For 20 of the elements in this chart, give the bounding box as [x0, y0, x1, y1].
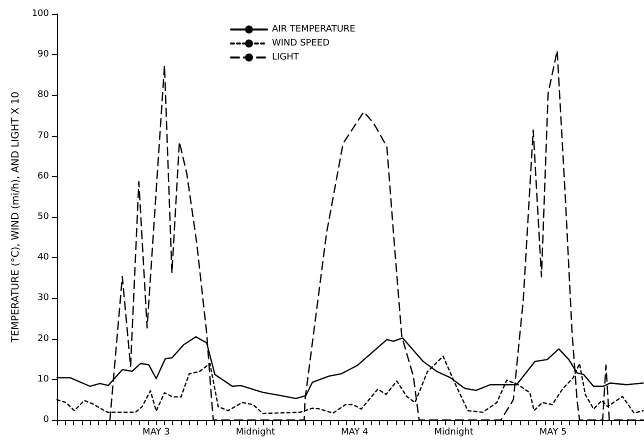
y-tick-label: 0 — [43, 415, 50, 425]
y-tick-label: 20 — [38, 334, 50, 344]
y-tick-label: 30 — [38, 293, 50, 304]
x-tick-label: Midnight — [236, 428, 276, 438]
y-tick-label: 40 — [38, 252, 50, 263]
y-tick-label: 70 — [38, 130, 50, 141]
x-tick-label: MAY 3 — [142, 428, 170, 438]
y-tick-label: 100 — [32, 9, 50, 19]
x-tick-label: Midnight — [434, 428, 474, 438]
y-axis-title: TEMPERATURE (°C), WIND (mi/h), AND LIGHT X 10 — [10, 92, 22, 344]
y-tick-label: 80 — [38, 90, 50, 100]
x-tick-label: MAY 5 — [539, 428, 567, 438]
y-tick-label: 50 — [38, 212, 50, 222]
y-tick-label: 60 — [38, 171, 50, 182]
x-tick-label: MAY 4 — [340, 428, 369, 438]
legend-label: AIR TEMPERATURE — [272, 24, 356, 34]
y-tick-label: 10 — [38, 374, 50, 384]
legend-label: LIGHT — [272, 52, 300, 62]
legend-label: WIND SPEED — [272, 38, 330, 48]
y-tick-label: 90 — [38, 50, 50, 60]
